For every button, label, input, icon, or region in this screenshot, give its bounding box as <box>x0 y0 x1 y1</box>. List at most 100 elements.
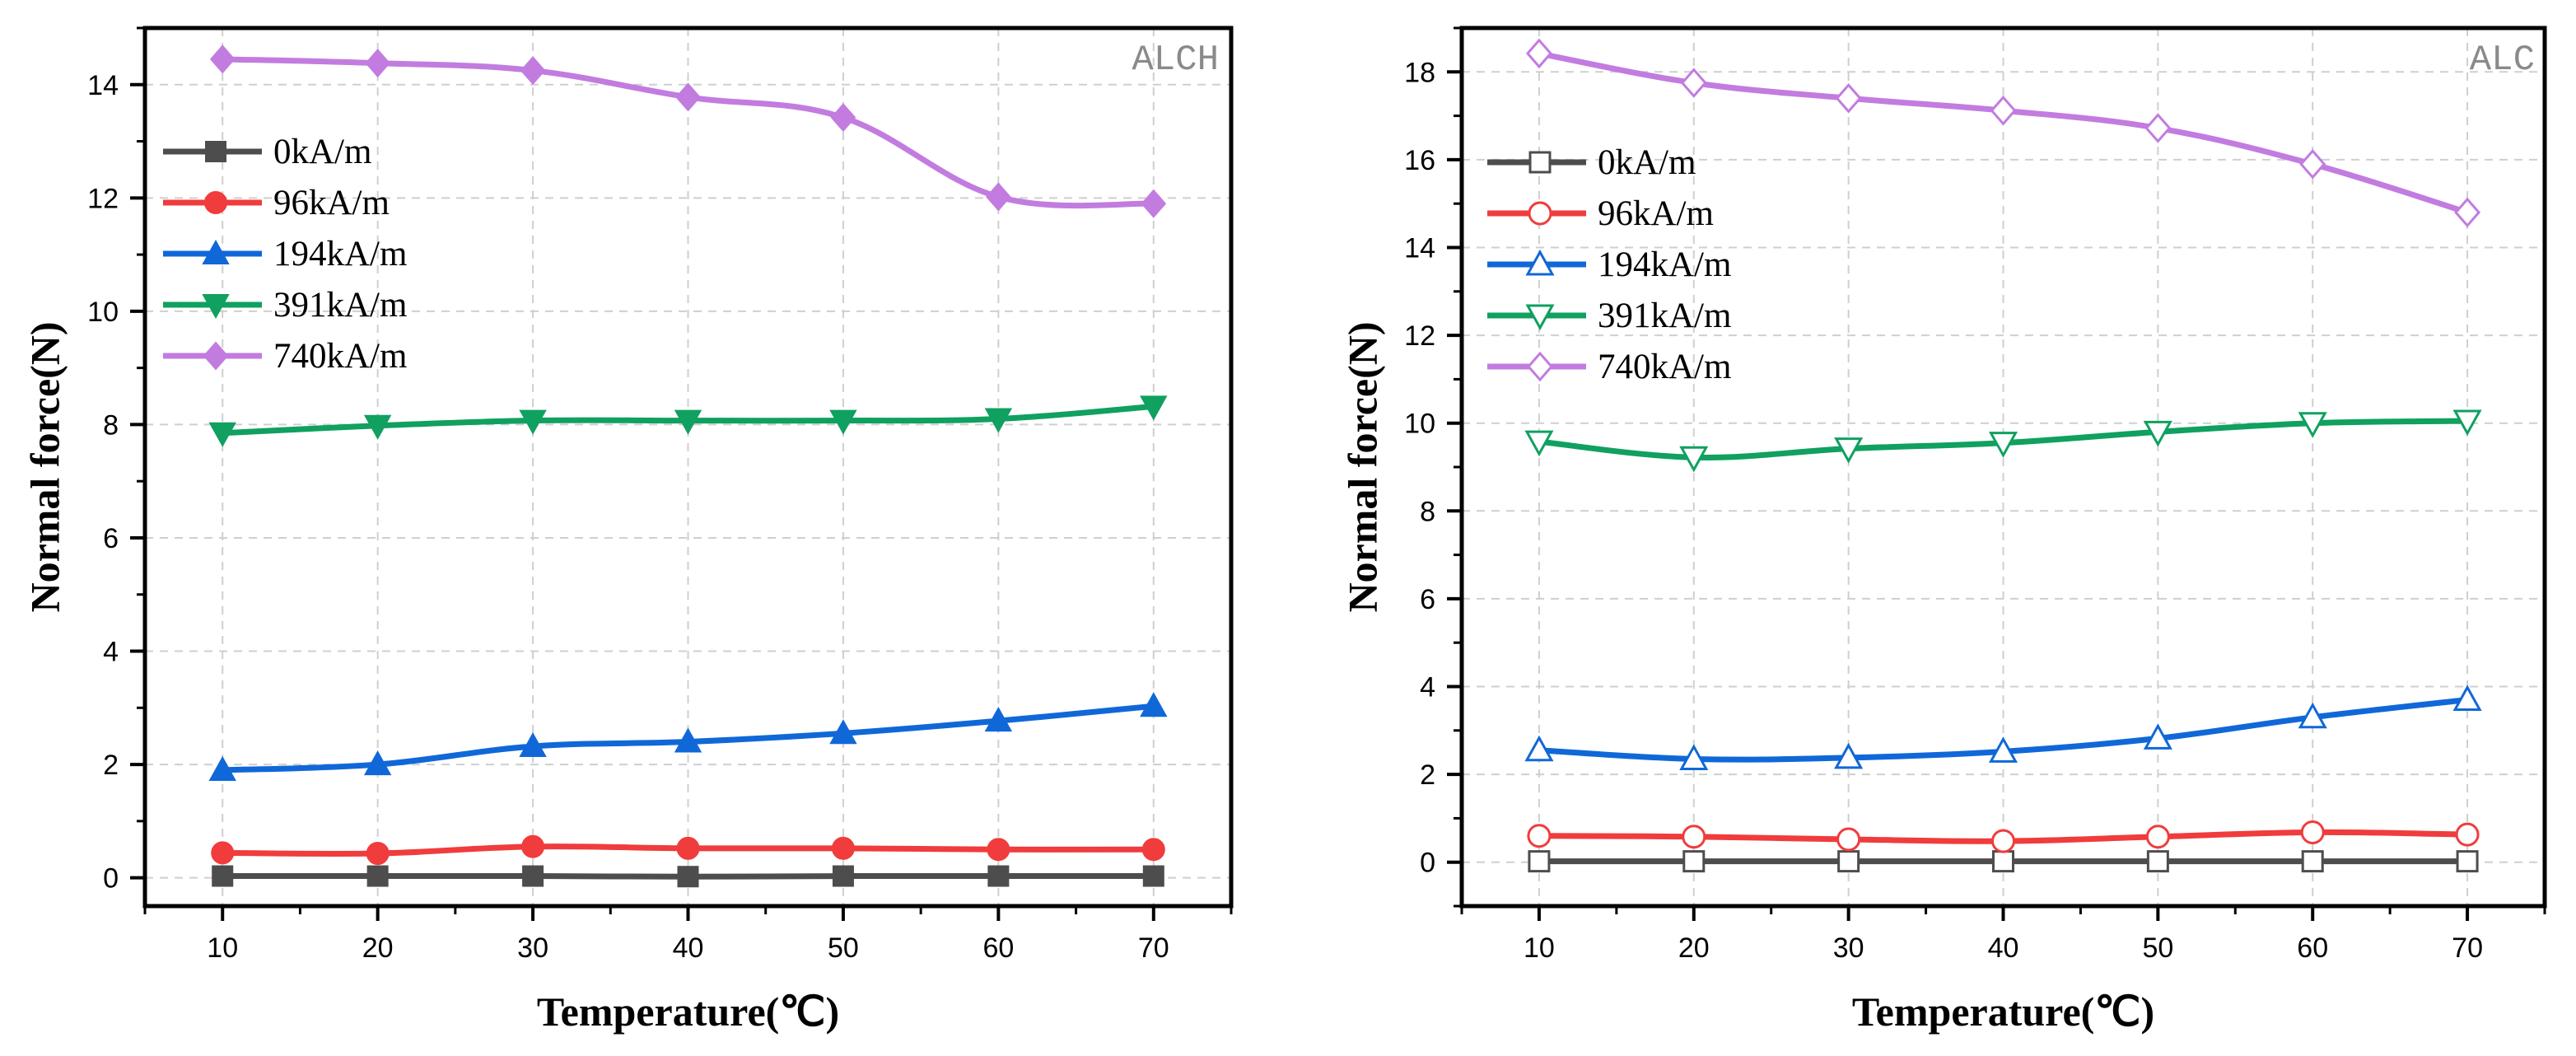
data-point <box>984 707 1013 732</box>
data-point <box>1682 825 1706 849</box>
data-point <box>366 842 390 866</box>
x-tick-label: 10 <box>1524 932 1555 964</box>
data-point <box>209 44 236 74</box>
data-point <box>1682 850 1706 873</box>
data-point <box>2456 850 2479 873</box>
series-391kA/m <box>1524 409 2482 473</box>
data-point <box>675 82 701 112</box>
legend-label: 391kA/m <box>1598 297 1731 335</box>
legend-label: 194kA/m <box>1598 245 1731 284</box>
x-tick-label: 70 <box>1138 932 1169 964</box>
legend-item: 96kA/m <box>1487 194 1714 233</box>
y-tick-label: 6 <box>103 523 119 554</box>
y-axis-title: Normal force(N) <box>1339 321 1385 612</box>
legend-marker <box>202 239 230 264</box>
data-point <box>519 731 547 758</box>
data-point <box>1988 736 2018 763</box>
series-96kA/m <box>1527 820 2480 853</box>
legend-marker <box>203 341 229 371</box>
data-point <box>1991 829 2015 853</box>
legend-label: 0kA/m <box>273 133 371 171</box>
legend-item: 96kA/m <box>163 184 390 222</box>
x-tick-label: 30 <box>517 932 548 964</box>
y-axis: 0 2 4 6 8 10 12 14 <box>87 26 145 895</box>
data-point <box>1524 735 1554 762</box>
data-point <box>829 409 857 435</box>
data-point <box>1834 742 1864 769</box>
data-point <box>1837 850 1860 873</box>
data-point <box>987 865 1010 887</box>
data-point <box>1834 437 1864 464</box>
data-point <box>986 182 1011 212</box>
data-point <box>520 56 546 86</box>
legend-marker <box>1528 151 1552 174</box>
data-point <box>366 865 389 887</box>
data-point <box>2455 822 2480 847</box>
x-tick-label: 50 <box>828 932 859 964</box>
data-point <box>363 750 392 776</box>
x-tick-label: 40 <box>673 932 704 964</box>
series-391kA/m <box>208 395 1168 447</box>
legend-label: 740kA/m <box>273 337 407 376</box>
y-tick-label: 6 <box>1420 584 1435 615</box>
y-tick-label: 8 <box>1420 496 1435 527</box>
data-point <box>208 422 236 447</box>
legend-label: 96kA/m <box>273 184 390 222</box>
data-point <box>2146 850 2169 873</box>
legend-item: 391kA/m <box>1487 297 1731 335</box>
y-tick-label: 12 <box>1404 320 1435 352</box>
data-point <box>2143 420 2172 447</box>
legend: 0kA/m 96kA/m 194kA/m 391kA/m 740kA/m <box>163 133 407 376</box>
data-point <box>1141 189 1167 218</box>
panel-tag: ALCH <box>1132 40 1219 81</box>
data-point <box>674 409 702 435</box>
data-point <box>2298 702 2327 729</box>
x-tick-label: 20 <box>1678 932 1710 964</box>
y-tick-label: 12 <box>87 183 119 214</box>
series-194kA/m <box>208 692 1168 781</box>
data-point <box>674 727 702 753</box>
data-point <box>2144 113 2172 143</box>
data-point <box>521 834 545 858</box>
y-tick-label: 10 <box>1404 409 1435 440</box>
data-point <box>832 865 854 887</box>
data-point <box>984 408 1013 433</box>
data-point <box>1835 83 1862 114</box>
legend-marker <box>1525 249 1555 276</box>
data-point <box>208 755 236 781</box>
series-740kA/m <box>1525 38 2481 228</box>
data-point <box>1524 430 1554 457</box>
data-point <box>2298 412 2327 438</box>
x-axis-title: Temperature(℃) <box>537 988 839 1035</box>
data-point <box>2145 825 2170 849</box>
data-point <box>1142 865 1164 887</box>
legend-item: 0kA/m <box>163 133 371 171</box>
data-point <box>1140 395 1168 421</box>
legend-marker <box>1527 351 1553 382</box>
x-tick-label: 20 <box>362 932 394 964</box>
chart-panel-2: 10 20 30 40 50 60 70 0 2 4 6 8 10 12 14 16 18 Temperature… <box>1339 26 2547 1035</box>
data-point <box>1836 827 1861 852</box>
y-axis-title: Normal force(N) <box>21 321 68 612</box>
y-tick-label: 14 <box>1404 233 1435 264</box>
y-tick-label: 8 <box>103 409 119 441</box>
y-tick-label: 2 <box>103 750 119 781</box>
legend-item: 0kA/m <box>1487 143 1696 182</box>
data-point <box>1988 432 2018 458</box>
data-point <box>829 719 857 745</box>
legend-label: 391kA/m <box>273 286 407 325</box>
x-axis-title: Temperature(℃) <box>1852 988 2154 1035</box>
data-point <box>1528 850 1551 873</box>
data-point <box>830 103 856 133</box>
chart-panel-1: 10 20 30 40 50 60 70 0 2 4 6 8 10 12 14 Temperature(℃) N… <box>21 26 1234 1035</box>
x-axis: 10 20 30 40 50 60 70 <box>1460 906 2546 964</box>
series-0kA/m <box>212 865 1164 888</box>
legend-label: 0kA/m <box>1598 143 1696 182</box>
data-point <box>676 836 700 860</box>
data-point <box>363 414 392 440</box>
data-point <box>1680 68 1707 98</box>
legend-marker <box>202 294 230 320</box>
data-point <box>2452 409 2482 437</box>
data-point <box>211 841 235 865</box>
